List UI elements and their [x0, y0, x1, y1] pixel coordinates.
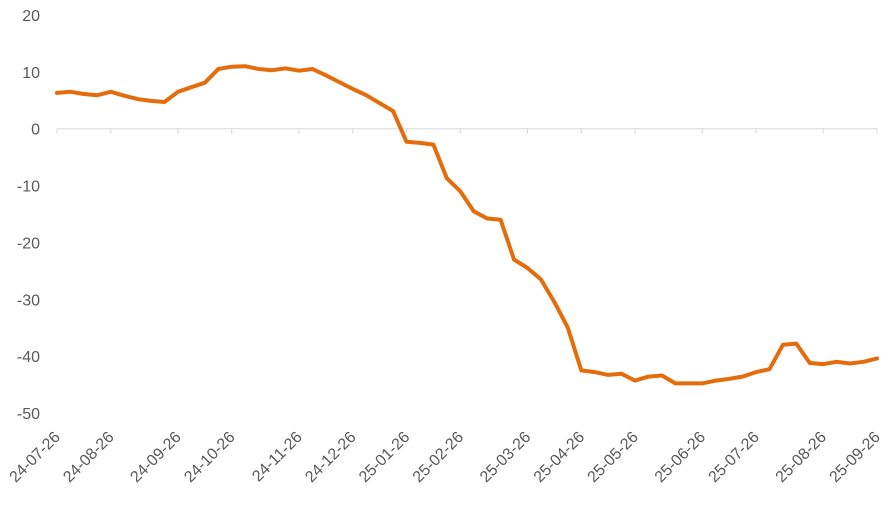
x-tick-label: 25-08-26	[773, 429, 830, 486]
x-tick-label: 25-06-26	[652, 429, 709, 486]
x-tick-label: 25-04-26	[531, 429, 588, 486]
x-tick-label: 25-09-26	[827, 429, 884, 486]
x-tick-label: 25-03-26	[477, 429, 534, 486]
y-tick-label: 0	[31, 122, 40, 139]
y-tick-label: 10	[22, 65, 40, 82]
y-tick-label: -40	[17, 349, 40, 366]
x-tick-label: 25-05-26	[585, 429, 642, 486]
y-tick-label: -10	[17, 179, 40, 196]
x-tick-label: 24-08-26	[60, 429, 117, 486]
y-tick-label: -20	[17, 235, 40, 252]
x-tick-label: 24-12-26	[302, 429, 359, 486]
y-tick-label: -30	[17, 292, 40, 309]
x-tick-label: 24-11-26	[249, 429, 306, 486]
y-tick-label: -50	[17, 406, 40, 423]
x-tick-label: 24-10-26	[181, 429, 238, 486]
x-tick-label: 25-02-26	[410, 429, 467, 486]
line-series	[55, 64, 879, 386]
x-tick-label: 25-01-26	[356, 429, 413, 486]
y-tick-label: 20	[22, 8, 40, 25]
x-tick-label: 24-09-26	[128, 429, 185, 486]
x-tick-label: 25-07-26	[706, 429, 763, 486]
x-tick-label: 24-07-26	[7, 429, 64, 486]
